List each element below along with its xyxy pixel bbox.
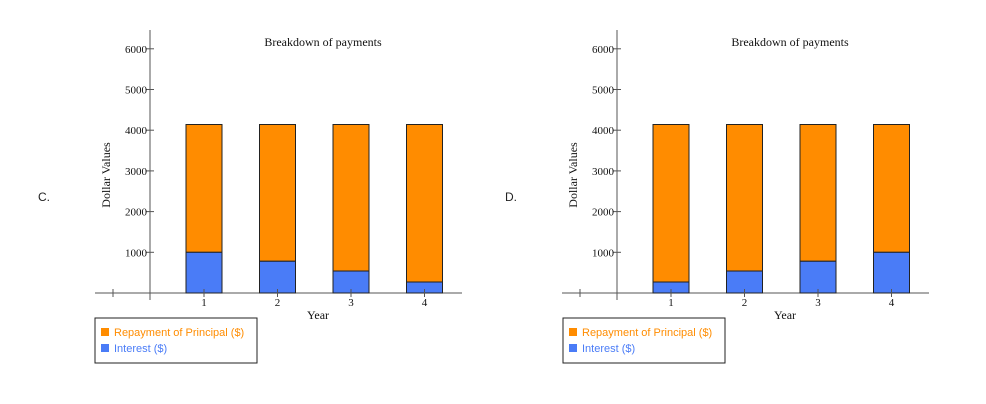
chart-title: Breakdown of payments — [731, 35, 849, 49]
y-tick-label: 2000 — [592, 207, 615, 219]
bar-principal — [652, 124, 690, 283]
bar-principal — [873, 124, 910, 253]
option-letter-c: C. — [38, 190, 50, 204]
bar-interest — [185, 251, 223, 294]
y-tick-label: 2000 — [125, 207, 148, 219]
legend-entry: Repayment of Principal ($) — [582, 327, 712, 339]
bar-principal — [406, 124, 443, 283]
legend-entry: Interest ($) — [582, 343, 635, 355]
chart-title: Breakdown of payments — [264, 35, 382, 49]
bar-principal — [726, 124, 763, 272]
legend: Repayment of Principal ($) Interest ($) — [94, 317, 258, 364]
chart-c: Breakdown of payments 1000 2000 3000 4000 500… — [94, 30, 462, 364]
y-tick-label: 5000 — [125, 85, 148, 97]
x-tick-label: 2 — [742, 297, 748, 309]
x-tick-label: 4 — [889, 297, 895, 309]
y-tick-label: 4000 — [125, 125, 148, 137]
legend-box — [562, 317, 726, 364]
x-axis-label: Year — [307, 308, 329, 322]
legend-entry: Interest ($) — [114, 343, 167, 355]
y-tick-label: 5000 — [592, 85, 615, 97]
y-axis-label: Dollar Values — [566, 142, 580, 208]
bar-principal — [259, 124, 296, 262]
chart-d: Breakdown of payments 1000 2000 3000 4000 500… — [562, 30, 929, 364]
x-tick-label: 3 — [815, 297, 821, 309]
bar-interest — [873, 251, 910, 294]
bar-principal — [799, 124, 837, 262]
legend-swatch — [569, 344, 577, 352]
x-tick-label: 2 — [275, 297, 281, 309]
bar-principal — [185, 124, 223, 253]
legend-swatch — [569, 328, 577, 336]
x-axis-label: Year — [774, 308, 796, 322]
legend-entry: Repayment of Principal ($) — [114, 327, 244, 339]
y-tick-label: 1000 — [592, 247, 615, 259]
legend-box — [94, 317, 258, 364]
y-tick-label: 6000 — [592, 44, 615, 56]
bar-principal — [332, 124, 370, 272]
y-tick-label: 4000 — [592, 125, 615, 137]
y-tick-label: 3000 — [592, 166, 615, 178]
y-axis-label: Dollar Values — [99, 142, 113, 208]
x-tick-label: 1 — [201, 297, 207, 309]
option-letter-d: D. — [505, 190, 517, 204]
x-tick-label: 4 — [422, 297, 428, 309]
x-tick-label: 3 — [348, 297, 354, 309]
legend-swatch — [101, 344, 109, 352]
y-tick-label: 6000 — [125, 44, 148, 56]
bar-interest — [259, 260, 296, 294]
x-tick-label: 1 — [668, 297, 674, 309]
legend-swatch — [101, 328, 109, 336]
y-tick-label: 1000 — [125, 247, 148, 259]
legend: Repayment of Principal ($) Interest ($) — [562, 317, 726, 364]
bar-interest — [799, 260, 837, 294]
y-tick-label: 3000 — [125, 166, 148, 178]
